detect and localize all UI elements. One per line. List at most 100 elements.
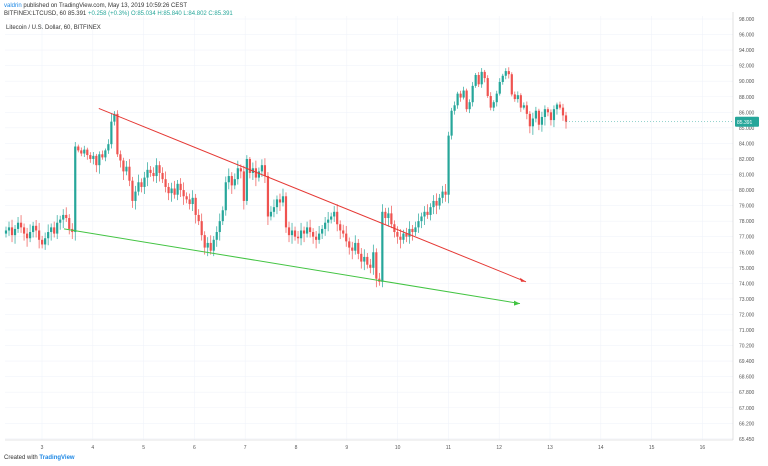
candle-body — [272, 207, 276, 212]
candle-body — [173, 188, 176, 195]
candle-body — [152, 172, 155, 177]
last-price: 85.391 — [67, 11, 87, 17]
candle-body — [321, 228, 324, 234]
y-tick-label: 73.000 — [739, 297, 755, 303]
candle-body — [248, 158, 251, 173]
x-tick-label: 9 — [345, 445, 348, 451]
candle-body — [191, 197, 194, 205]
tradingview-logo[interactable]: TradingView — [39, 455, 75, 461]
x-tick-label: 16 — [700, 445, 706, 451]
candle-body — [119, 154, 122, 161]
candle-body — [179, 183, 182, 191]
y-tick-label: 79.000 — [739, 204, 755, 210]
candle-body — [549, 112, 553, 121]
candle-body — [345, 233, 348, 242]
candle-body — [324, 222, 327, 229]
candle-body — [327, 219, 330, 223]
candle-body — [28, 232, 32, 239]
candle-body — [396, 232, 399, 237]
x-tick-label: 14 — [598, 445, 604, 451]
footer: Created with TradingView — [4, 455, 75, 461]
candle-body — [170, 188, 173, 194]
candle-body — [531, 118, 534, 127]
candle-body — [561, 107, 565, 116]
candle-body — [278, 199, 282, 203]
candle-body — [110, 121, 113, 145]
candle-body — [275, 199, 279, 208]
publisher-name[interactable]: valdrin — [4, 3, 22, 9]
x-tick-label: 15 — [649, 445, 655, 451]
candle-body — [50, 227, 53, 233]
ohlc-high: H:85.840 — [157, 11, 182, 17]
candle-body — [95, 155, 98, 166]
candle-body — [68, 218, 71, 229]
candle-body — [188, 199, 191, 205]
candle-body — [10, 227, 14, 236]
candle-body — [501, 75, 504, 82]
candle-body — [167, 186, 170, 194]
candle-body — [236, 168, 239, 180]
candle-body — [399, 236, 402, 240]
candle-body — [302, 230, 306, 234]
last-price-label: 85.391 — [737, 120, 753, 126]
y-tick-label: 90.000 — [739, 79, 755, 85]
candle-body — [149, 169, 152, 173]
candle-body — [411, 228, 414, 233]
candle-body — [182, 190, 185, 197]
candle-body — [221, 210, 224, 222]
candle-body — [86, 149, 89, 156]
candle-body — [477, 74, 480, 85]
candle-body — [53, 227, 56, 234]
candle-body — [22, 227, 26, 234]
candle-body — [537, 110, 541, 125]
upper-trendline-arrow — [520, 277, 526, 282]
candle-body — [299, 230, 303, 239]
x-axis: 3 4 5 6 7 8 9 10 11 12 13 14 15 16 — [5, 439, 733, 451]
lower-trendline-arrow — [514, 300, 520, 306]
candle-body — [360, 253, 363, 262]
candle-body — [35, 225, 38, 231]
y-tick-label: 77.000 — [739, 235, 755, 241]
y-tick-label: 84.000 — [739, 141, 755, 147]
candle-body — [354, 242, 357, 251]
candle-body — [122, 160, 125, 172]
candle-body — [465, 90, 468, 110]
candle-body — [483, 71, 486, 79]
grid-lines — [5, 16, 733, 440]
candle-body — [357, 242, 360, 254]
candle-body — [257, 171, 261, 178]
candle-body — [65, 214, 68, 219]
candle-body — [19, 222, 23, 228]
candle-body — [230, 176, 233, 186]
candle-body — [62, 214, 65, 220]
chart-title: Litecoin / U.S. Dollar, 60, BITFINEX — [6, 25, 101, 31]
candle-body — [420, 216, 423, 222]
candle-body — [4, 230, 8, 234]
y-tick-label: 74.000 — [739, 281, 755, 287]
candle-body — [242, 171, 245, 201]
candle-body — [125, 166, 128, 172]
last-price-badge — [735, 116, 759, 127]
y-tick-label: 96.000 — [739, 33, 755, 39]
candle-body — [74, 146, 77, 233]
candle-body — [16, 222, 20, 229]
candle-body — [140, 182, 143, 187]
lower-trendline — [63, 228, 521, 305]
candle-body — [342, 230, 345, 234]
candle-body — [218, 221, 221, 233]
candle-body — [209, 242, 212, 251]
y-tick-label: 88.000 — [739, 95, 755, 101]
candle-body — [134, 191, 137, 201]
candle-body — [308, 227, 312, 233]
publish-info: published on TradingView.com, May 13, 20… — [23, 3, 188, 9]
candle-body — [408, 228, 411, 237]
candle-body — [528, 113, 531, 127]
candle-body — [281, 196, 285, 203]
candle-body — [98, 154, 101, 166]
candle-body — [336, 211, 339, 225]
candle-body — [131, 180, 134, 201]
y-tick-label: 78.000 — [739, 219, 755, 225]
candle-body — [56, 222, 59, 234]
candle-body — [534, 110, 537, 119]
candle-body — [381, 211, 384, 282]
